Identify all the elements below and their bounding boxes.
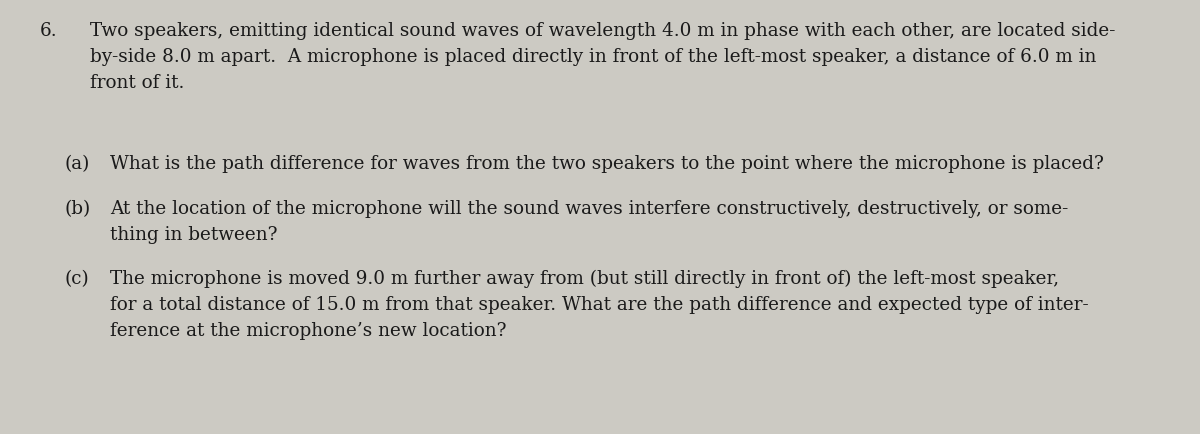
Text: front of it.: front of it.: [90, 74, 185, 92]
Text: (a): (a): [65, 155, 90, 173]
Text: What is the path difference for waves from the two speakers to the point where t: What is the path difference for waves fr…: [110, 155, 1104, 173]
Text: thing in between?: thing in between?: [110, 226, 277, 243]
Text: Two speakers, emitting identical sound waves of wavelength 4.0 m in phase with e: Two speakers, emitting identical sound w…: [90, 22, 1115, 40]
Text: The microphone is moved 9.0 m further away from (but still directly in front of): The microphone is moved 9.0 m further aw…: [110, 270, 1060, 288]
Text: for a total distance of 15.0 m from that speaker. What are the path difference a: for a total distance of 15.0 m from that…: [110, 295, 1088, 313]
Text: At the location of the microphone will the sound waves interfere constructively,: At the location of the microphone will t…: [110, 200, 1068, 217]
Text: ference at the microphone’s new location?: ference at the microphone’s new location…: [110, 321, 506, 339]
Text: 6.: 6.: [40, 22, 58, 40]
Text: (b): (b): [65, 200, 91, 217]
Text: by-side 8.0 m apart.  A microphone is placed directly in front of the left-most : by-side 8.0 m apart. A microphone is pla…: [90, 48, 1097, 66]
Text: (c): (c): [65, 270, 90, 287]
